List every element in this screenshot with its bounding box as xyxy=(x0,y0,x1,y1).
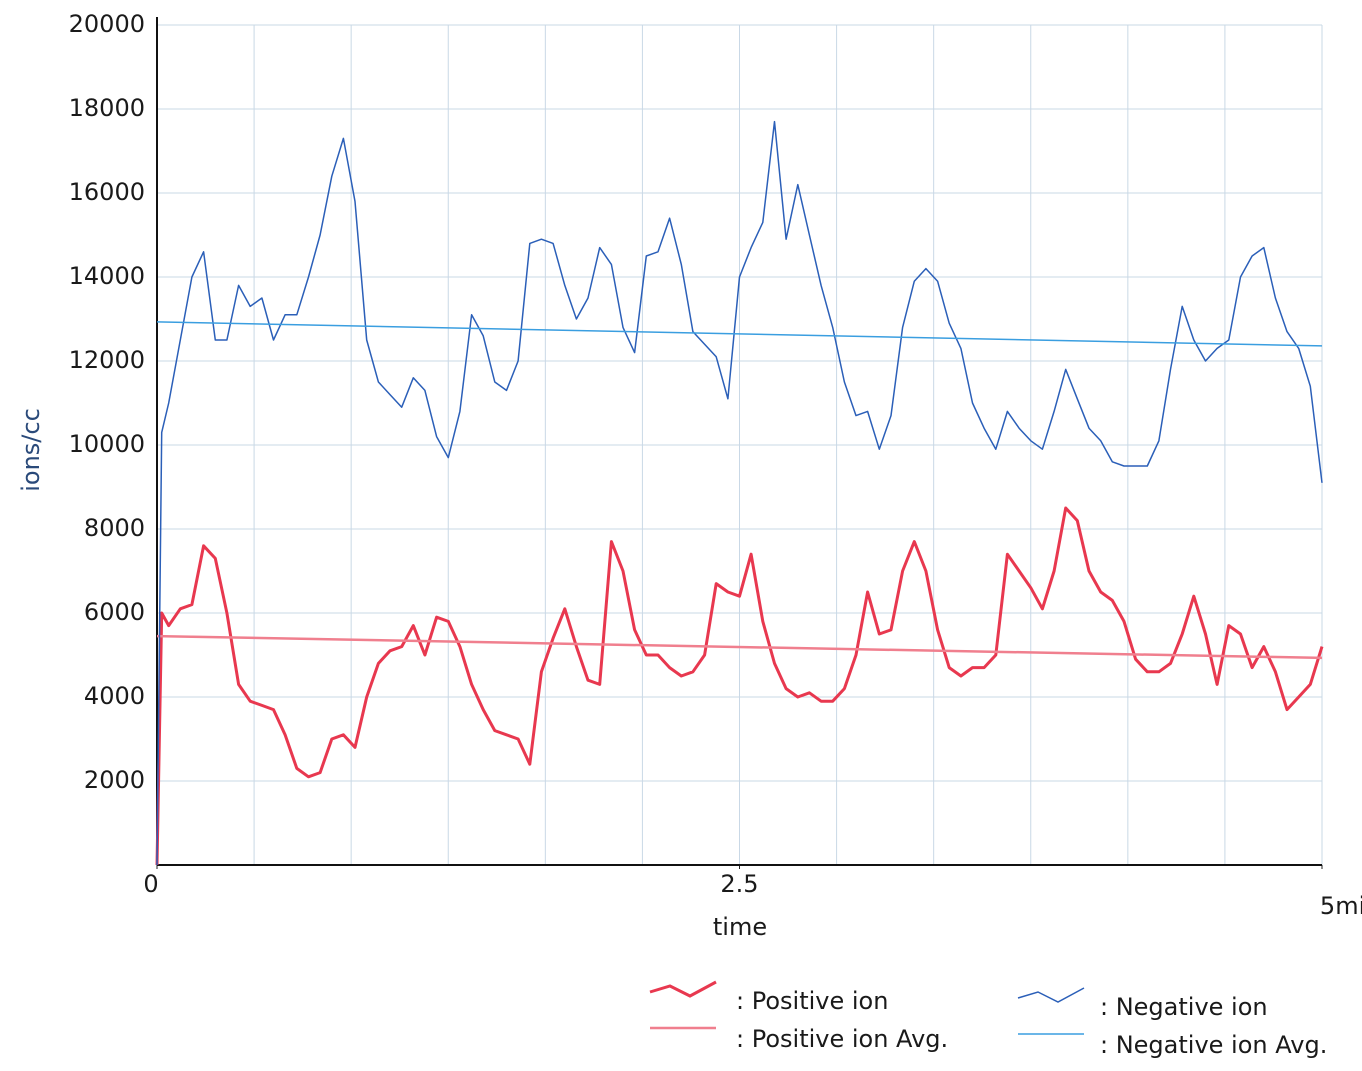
x-tick-label: 0 xyxy=(143,870,158,898)
series-line xyxy=(156,321,1323,347)
legend-label: : Positive ion Avg. xyxy=(736,1025,948,1053)
y-tick-label: 20000 xyxy=(69,10,145,38)
y-tick-label: 16000 xyxy=(69,178,145,206)
y-tick-label: 2000 xyxy=(84,766,145,794)
y-tick-label: 6000 xyxy=(84,598,145,626)
y-tick-label: 12000 xyxy=(69,346,145,374)
x-tick-label: 2.5 xyxy=(720,870,758,898)
legend-label: : Negative ion Avg. xyxy=(1100,1031,1327,1059)
x-tick-label: 5min. xyxy=(1320,892,1362,920)
y-tick-label: 14000 xyxy=(69,262,145,290)
series-line xyxy=(156,120,1323,866)
x-axis-label: time xyxy=(713,913,767,941)
series-line xyxy=(155,506,1324,866)
y-axis-label: ions/cc xyxy=(17,408,45,492)
legend-symbol xyxy=(649,980,717,998)
legend-symbol xyxy=(1017,987,1085,1003)
legend-label: : Positive ion xyxy=(736,987,888,1015)
legend-label: : Negative ion xyxy=(1100,993,1268,1021)
y-tick-label: 4000 xyxy=(84,682,145,710)
y-tick-label: 10000 xyxy=(69,430,145,458)
y-tick-label: 8000 xyxy=(84,514,145,542)
series-line xyxy=(156,634,1323,660)
y-tick-label: 18000 xyxy=(69,94,145,122)
